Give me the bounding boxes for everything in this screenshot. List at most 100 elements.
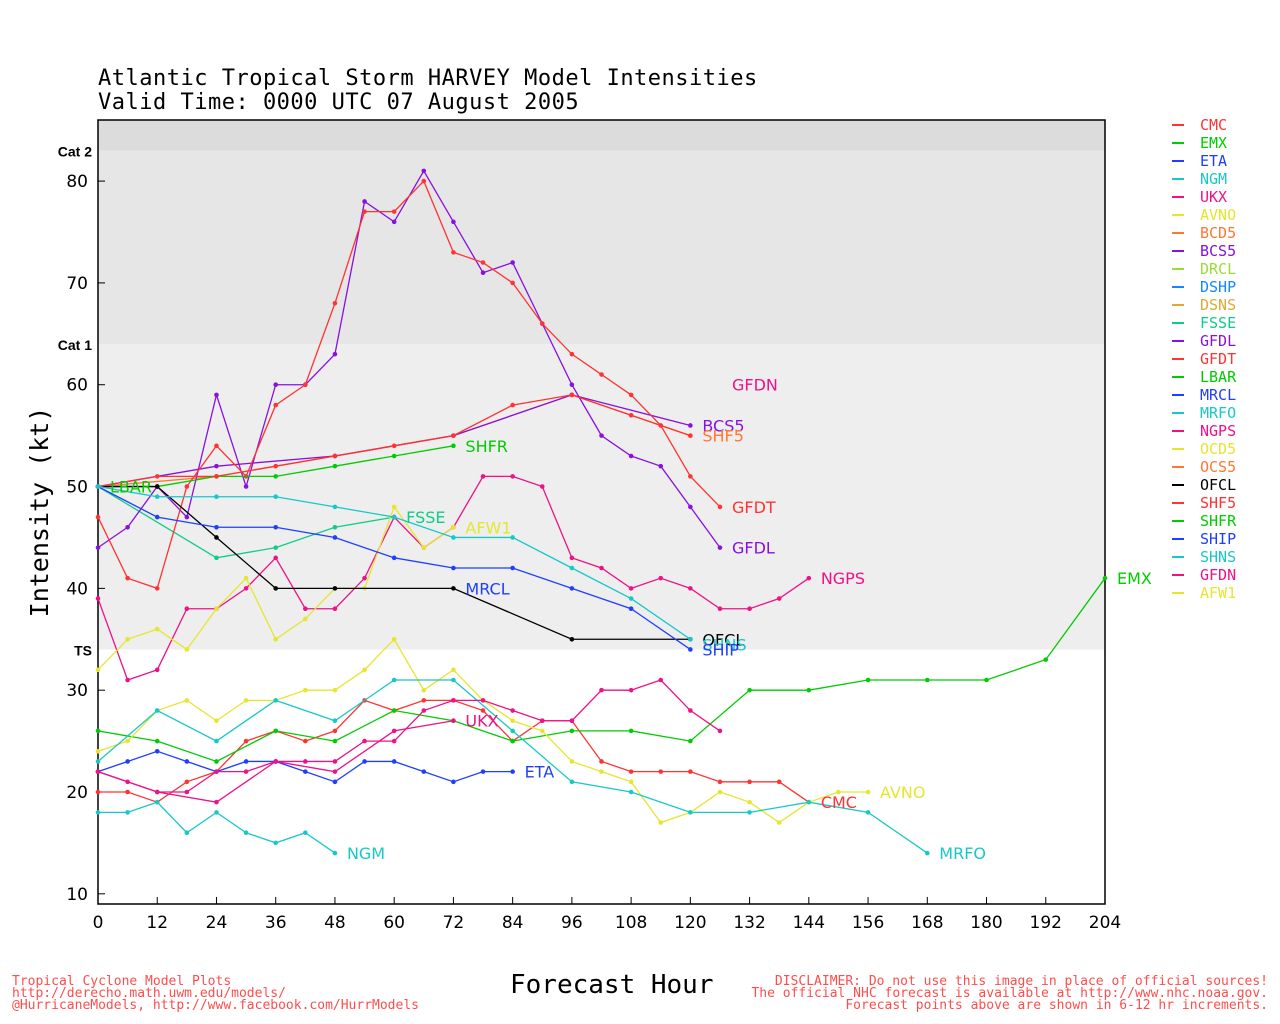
series-point: [451, 779, 456, 785]
series-line: [97, 577, 1106, 763]
series-end-label: ETA: [525, 763, 555, 782]
series-point: [510, 769, 515, 774]
series-point: [184, 779, 190, 785]
legend-label: MRFO: [1200, 404, 1237, 422]
series-end-label: SHFR: [465, 437, 508, 456]
series-point: [658, 677, 664, 683]
series-point: [688, 636, 693, 642]
series-point: [717, 789, 723, 795]
series-point: [214, 555, 219, 561]
legend-item: ETA: [1172, 152, 1236, 170]
series-point: [391, 728, 397, 734]
series-point: [510, 738, 515, 744]
series-point: [184, 759, 190, 764]
x-tick-label: 84: [502, 913, 524, 933]
series-point: [539, 718, 545, 724]
x-tick-label: 12: [146, 913, 168, 933]
series-point: [214, 463, 219, 469]
series-point: [688, 708, 693, 713]
series-line: [97, 679, 721, 793]
series-point: [599, 769, 604, 774]
x-tick-label: 144: [793, 913, 825, 933]
series-point: [125, 524, 130, 530]
series-point: [569, 718, 575, 724]
series-end-label: MRCL: [465, 579, 509, 598]
chart-subtitle: Valid Time: 0000 UTC 07 August 2005: [98, 90, 580, 115]
series-point: [303, 830, 308, 836]
series-point: [154, 586, 160, 591]
footer-disclaimer-line: DISCLAIMER: Do not use this image in pla…: [774, 974, 1268, 989]
legend-label: DSHP: [1200, 278, 1237, 296]
series-point: [95, 748, 101, 754]
series-point: [332, 738, 338, 744]
series-point: [184, 647, 190, 652]
series-point: [391, 209, 397, 214]
series-point: [391, 219, 397, 225]
legend-swatch: [1172, 412, 1184, 414]
series-point: [125, 636, 130, 642]
legend-label: OFCL: [1200, 476, 1237, 494]
series-point: [924, 850, 930, 856]
legend-label: GFDL: [1200, 332, 1237, 350]
series-point: [214, 443, 219, 449]
series-point: [214, 769, 219, 774]
legend-swatch: [1172, 520, 1184, 522]
legend-label: BCS5: [1200, 242, 1237, 260]
series-point: [510, 565, 515, 571]
series-point: [332, 718, 338, 724]
series-point: [273, 524, 279, 530]
series-end-label: AVNO: [880, 783, 925, 802]
legend-item: AVNO: [1172, 206, 1236, 224]
series-point: [273, 474, 279, 479]
series-point: [214, 606, 219, 612]
legend-label: GFDN: [1200, 566, 1237, 584]
legend-item: UKX: [1172, 188, 1236, 206]
legend-label: OCS5: [1200, 458, 1237, 476]
series-line: [98, 485, 691, 640]
series-point: [421, 178, 427, 184]
footer-disclaimer: DISCLAIMER: Do not use this image in pla…: [751, 974, 1268, 1012]
legend-item: MRFO: [1172, 404, 1236, 422]
series-point: [125, 810, 130, 815]
series-point: [243, 484, 249, 489]
series-point: [628, 453, 634, 459]
series-point: [303, 769, 308, 774]
series-point: [125, 738, 130, 744]
y-tick-label: 70: [66, 274, 88, 294]
series-point: [214, 718, 219, 724]
x-axis-label: Forecast Hour: [510, 970, 714, 1000]
series-point: [273, 698, 279, 703]
legend-item: BCD5: [1172, 224, 1236, 242]
footer-credit-line[interactable]: @HurricaneModels, http://www.facebook.co…: [12, 998, 419, 1013]
series-end-label: LBAR: [110, 478, 152, 497]
series-point: [273, 840, 279, 846]
series-point: [154, 789, 160, 795]
series-point: [332, 850, 338, 856]
series-point: [510, 260, 515, 265]
series-end-label: GFDN: [732, 376, 778, 395]
series-point: [451, 535, 456, 540]
footer-disclaimer-line: The official NHC forecast is available a…: [751, 986, 1268, 1001]
series-point: [95, 514, 101, 520]
series-point: [214, 535, 219, 540]
x-tick-label: 168: [911, 913, 943, 933]
chart-title: Atlantic Tropical Storm HARVEY Model Int…: [98, 66, 758, 91]
series-point: [480, 769, 486, 774]
legend-swatch: [1172, 160, 1184, 162]
series-point: [539, 728, 545, 734]
legend-label: SHNS: [1200, 548, 1237, 566]
series-point: [243, 830, 249, 836]
footer-credit-line[interactable]: http://derecho.math.uwm.edu/models/: [12, 986, 286, 1001]
series-point: [273, 759, 279, 764]
x-tick-label: 48: [324, 913, 346, 933]
series-point: [332, 351, 338, 357]
series-point: [154, 474, 160, 479]
series-point: [717, 728, 723, 734]
series-point: [628, 687, 634, 693]
series-point: [154, 494, 160, 500]
series-point: [1102, 575, 1108, 581]
series-point: [569, 728, 575, 734]
series-point: [569, 565, 575, 571]
legend-swatch: [1172, 484, 1184, 486]
series-point: [628, 412, 634, 418]
